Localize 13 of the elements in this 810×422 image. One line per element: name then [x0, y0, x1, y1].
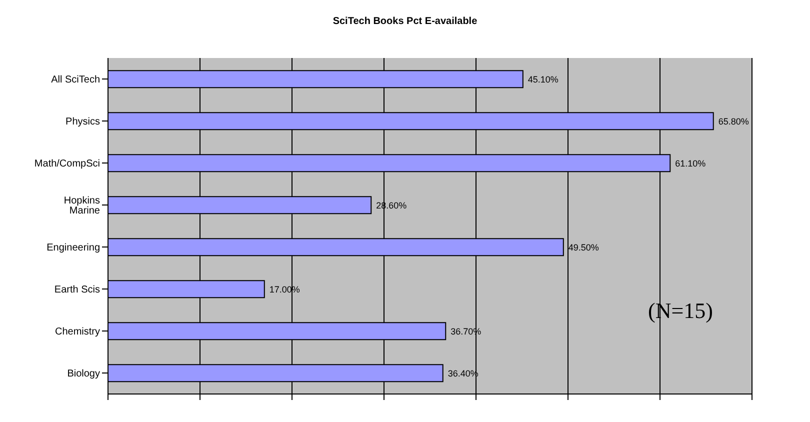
y-tick-label: Physics [66, 116, 100, 128]
y-tick-label: All SciTech [51, 74, 100, 86]
y-tick-label: Chemistry [54, 326, 100, 338]
y-tick-label: Hopkins Marine [64, 196, 100, 217]
data-label: 65.80% [718, 116, 749, 126]
data-label: 45.10% [528, 74, 558, 84]
y-tick-label: Earth Scis [54, 284, 100, 296]
data-label: 61.10% [675, 158, 706, 168]
data-label: 49.50% [568, 242, 599, 252]
y-tick-label: Biology [67, 368, 100, 380]
chart-title: SciTech Books Pct E-available [332, 15, 478, 29]
y-tick-label: Math/CompSci [34, 158, 100, 170]
y-tick-label: Engineering [46, 242, 100, 254]
